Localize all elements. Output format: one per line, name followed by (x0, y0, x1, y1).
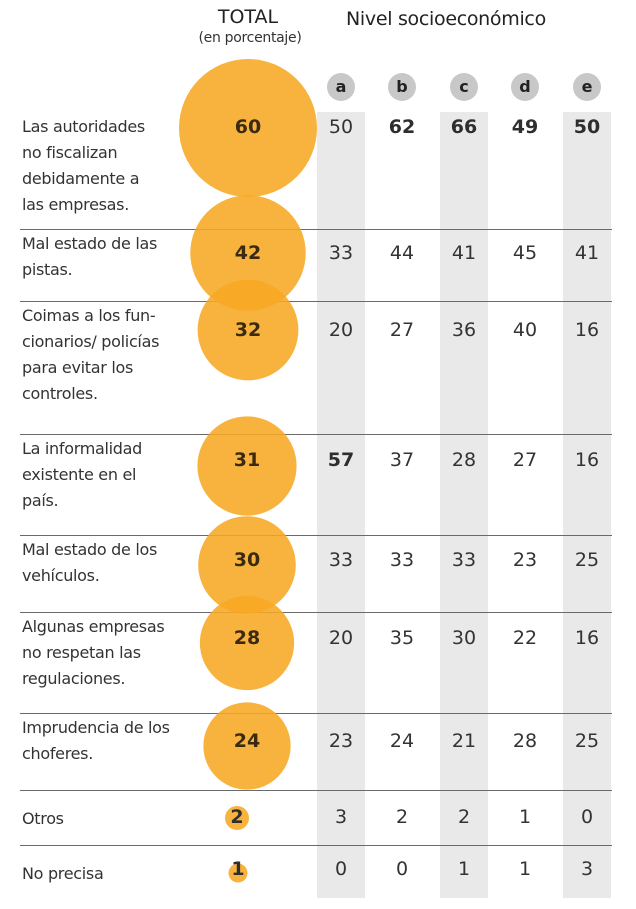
cell-e: 16 (574, 319, 600, 341)
cell-a: 23 (328, 730, 354, 752)
total-header: TOTAL (217, 6, 279, 28)
cell-c: 28 (451, 449, 477, 471)
row-divider (20, 229, 612, 230)
row-label: Coimas a los fun-cionarios/ policías para… (22, 306, 160, 403)
cell-e: 41 (574, 242, 600, 264)
cell-e: 25 (574, 730, 600, 752)
total-bubble (190, 195, 306, 311)
total-bubble (197, 279, 299, 381)
total-bubble (225, 806, 249, 830)
cell-a: 20 (328, 319, 354, 341)
row-label: Algunas empresas no respetan las regulacio… (22, 617, 165, 688)
cell-d: 1 (518, 806, 532, 828)
column-header-c: c (450, 73, 478, 101)
total-bubble (198, 516, 296, 614)
cell-b: 2 (395, 806, 409, 828)
cell-c: 41 (451, 242, 477, 264)
row-label: Las autoridades no fiscalizan debidamente … (22, 117, 145, 214)
cell-e: 0 (580, 806, 594, 828)
cell-e: 50 (573, 116, 601, 138)
cell-d: 45 (512, 242, 538, 264)
total-subheader: (en porcentaje) (198, 30, 302, 46)
total-bubble (203, 702, 291, 790)
row-divider (20, 845, 612, 846)
cell-b: 0 (395, 858, 409, 880)
column-header-a: a (327, 73, 355, 101)
row-label: La informalidad existente en el país. (22, 439, 143, 510)
total-bubble (228, 863, 248, 883)
total-value: 2 (230, 806, 244, 828)
total-value: 32 (234, 319, 262, 341)
cell-b: 62 (388, 116, 416, 138)
total-bubble (179, 59, 317, 197)
column-stripe-a (317, 112, 365, 898)
cell-a: 33 (328, 242, 354, 264)
cell-e: 16 (574, 627, 600, 649)
cell-c: 2 (457, 806, 471, 828)
cell-b: 24 (389, 730, 415, 752)
total-value: 30 (233, 549, 261, 571)
row-divider (20, 535, 612, 536)
cell-a: 33 (328, 549, 354, 571)
total-value: 31 (233, 449, 261, 471)
socioeconomic-level-header: Nivel socioeconómico (346, 8, 546, 30)
row-label: Otros (22, 809, 64, 828)
cell-d: 28 (512, 730, 538, 752)
cell-b: 33 (389, 549, 415, 571)
cell-d: 1 (518, 858, 532, 880)
total-value: 24 (233, 730, 261, 752)
row-divider (20, 713, 612, 714)
cell-c: 30 (451, 627, 477, 649)
cell-e: 3 (580, 858, 594, 880)
row-label: No precisa (22, 864, 104, 883)
total-value: 60 (234, 116, 262, 138)
column-header-e: e (573, 73, 601, 101)
cell-c: 1 (457, 858, 471, 880)
cell-d: 27 (512, 449, 538, 471)
row-label: Imprudencia de los choferes. (22, 718, 170, 763)
cell-c: 36 (451, 319, 477, 341)
total-bubble (197, 416, 297, 516)
cell-d: 22 (512, 627, 538, 649)
column-header-b: b (388, 73, 416, 101)
cell-d: 49 (511, 116, 539, 138)
cell-c: 21 (451, 730, 477, 752)
row-divider (20, 301, 612, 302)
cell-a: 50 (328, 116, 354, 138)
cell-d: 40 (512, 319, 538, 341)
cell-a: 3 (334, 806, 348, 828)
row-divider (20, 612, 612, 613)
row-label: Mal estado de los vehículos. (22, 540, 157, 585)
cell-b: 37 (389, 449, 415, 471)
column-stripe-c (440, 112, 488, 898)
cell-b: 44 (389, 242, 415, 264)
cell-c: 33 (451, 549, 477, 571)
cell-a: 0 (334, 858, 348, 880)
total-value: 42 (234, 242, 262, 264)
cell-b: 35 (389, 627, 415, 649)
row-label: Mal estado de las pistas. (22, 234, 158, 279)
column-header-d: d (511, 73, 539, 101)
cell-d: 23 (512, 549, 538, 571)
total-bubble (199, 595, 295, 691)
cell-c: 66 (450, 116, 478, 138)
cell-e: 25 (574, 549, 600, 571)
total-value: 28 (233, 627, 261, 649)
cell-e: 16 (574, 449, 600, 471)
cell-a: 20 (328, 627, 354, 649)
cell-b: 27 (389, 319, 415, 341)
row-divider (20, 790, 612, 791)
total-value: 1 (231, 858, 245, 880)
row-divider (20, 434, 612, 435)
cell-a: 57 (327, 449, 355, 471)
column-stripe-e (563, 112, 611, 898)
